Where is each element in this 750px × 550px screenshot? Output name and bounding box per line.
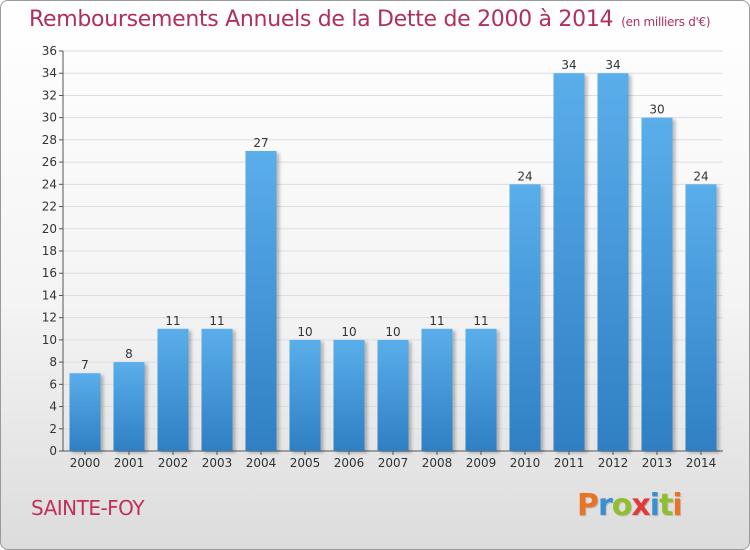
y-tick-label: 32 — [42, 88, 57, 102]
proxiti-logo: Proxiti — [577, 488, 683, 523]
y-tick-label: 36 — [42, 44, 57, 58]
y-tick-label: 28 — [42, 133, 57, 147]
x-tick-label: 2009 — [466, 456, 497, 470]
y-tick-label: 0 — [49, 444, 57, 458]
bar-value-label: 8 — [125, 347, 133, 361]
bar-value-label: 34 — [561, 58, 576, 72]
brand-letter: x — [631, 488, 650, 523]
bar-value-label: 11 — [209, 314, 224, 328]
bar — [553, 73, 585, 451]
bar-value-label: 30 — [649, 103, 664, 117]
bar — [509, 184, 541, 452]
bar-value-label: 11 — [473, 314, 488, 328]
brand-letter: t — [659, 488, 673, 523]
bar — [69, 373, 101, 451]
x-tick-label: 2010 — [510, 456, 541, 470]
y-tick-label: 4 — [49, 400, 57, 414]
brand-letter: i — [672, 488, 682, 523]
y-tick-label: 34 — [42, 66, 57, 80]
x-tick-label: 2007 — [378, 456, 409, 470]
y-tick-label: 12 — [42, 311, 57, 325]
bar-value-label: 27 — [253, 136, 268, 150]
x-tick-label: 2002 — [158, 456, 189, 470]
brand-letter: o — [611, 488, 633, 523]
y-tick-label: 16 — [42, 266, 57, 280]
bar — [685, 184, 717, 452]
brand-letter: r — [598, 488, 613, 523]
y-tick-label: 10 — [42, 333, 57, 347]
brand-letter: P — [577, 488, 599, 523]
brand-letter: i — [649, 488, 660, 523]
y-tick-label: 8 — [49, 355, 57, 369]
bar — [201, 328, 233, 451]
bar-value-label: 10 — [297, 325, 312, 339]
y-tick-label: 22 — [42, 200, 57, 214]
x-tick-label: 2012 — [598, 456, 629, 470]
y-tick-label: 14 — [42, 288, 57, 302]
bar — [157, 328, 189, 451]
bar-value-label: 7 — [81, 358, 89, 372]
x-tick-label: 2014 — [686, 456, 717, 470]
x-tick-label: 2013 — [642, 456, 673, 470]
y-tick-label: 30 — [42, 111, 57, 125]
x-tick-label: 2011 — [554, 456, 585, 470]
chart-title: Remboursements Annuels de la Dette de 20… — [29, 7, 711, 32]
y-tick-label: 2 — [49, 422, 57, 436]
bar — [465, 328, 497, 451]
bar — [377, 339, 409, 451]
x-tick-label: 2004 — [246, 456, 277, 470]
x-tick-label: 2006 — [334, 456, 365, 470]
bar — [421, 328, 453, 451]
y-tick-label: 20 — [42, 222, 57, 236]
x-tick-label: 2001 — [114, 456, 145, 470]
chart-title-text: Remboursements Annuels de la Dette de 20… — [29, 7, 614, 32]
y-tick-label: 18 — [42, 244, 57, 258]
x-tick-label: 2005 — [290, 456, 321, 470]
bar-value-label: 34 — [605, 58, 620, 72]
commune-name: SAINTE-FOY — [31, 496, 145, 520]
bar-value-label: 11 — [429, 314, 444, 328]
bar-value-label: 11 — [165, 314, 180, 328]
x-tick-label: 2000 — [70, 456, 101, 470]
chart-unit: (en milliers d'€) — [621, 15, 711, 29]
bar — [641, 117, 673, 452]
y-tick-label: 24 — [42, 177, 57, 191]
bar-value-label: 10 — [341, 325, 356, 339]
bar — [597, 73, 629, 451]
bar — [245, 151, 277, 451]
bar-value-label: 24 — [517, 169, 532, 183]
bar-value-label: 24 — [693, 169, 708, 183]
y-tick-label: 6 — [49, 377, 57, 391]
bar — [113, 362, 145, 451]
bar — [333, 339, 365, 451]
bar — [289, 339, 321, 451]
x-tick-label: 2008 — [422, 456, 453, 470]
bar-value-label: 10 — [385, 325, 400, 339]
x-tick-label: 2003 — [202, 456, 233, 470]
y-tick-label: 26 — [42, 155, 57, 169]
